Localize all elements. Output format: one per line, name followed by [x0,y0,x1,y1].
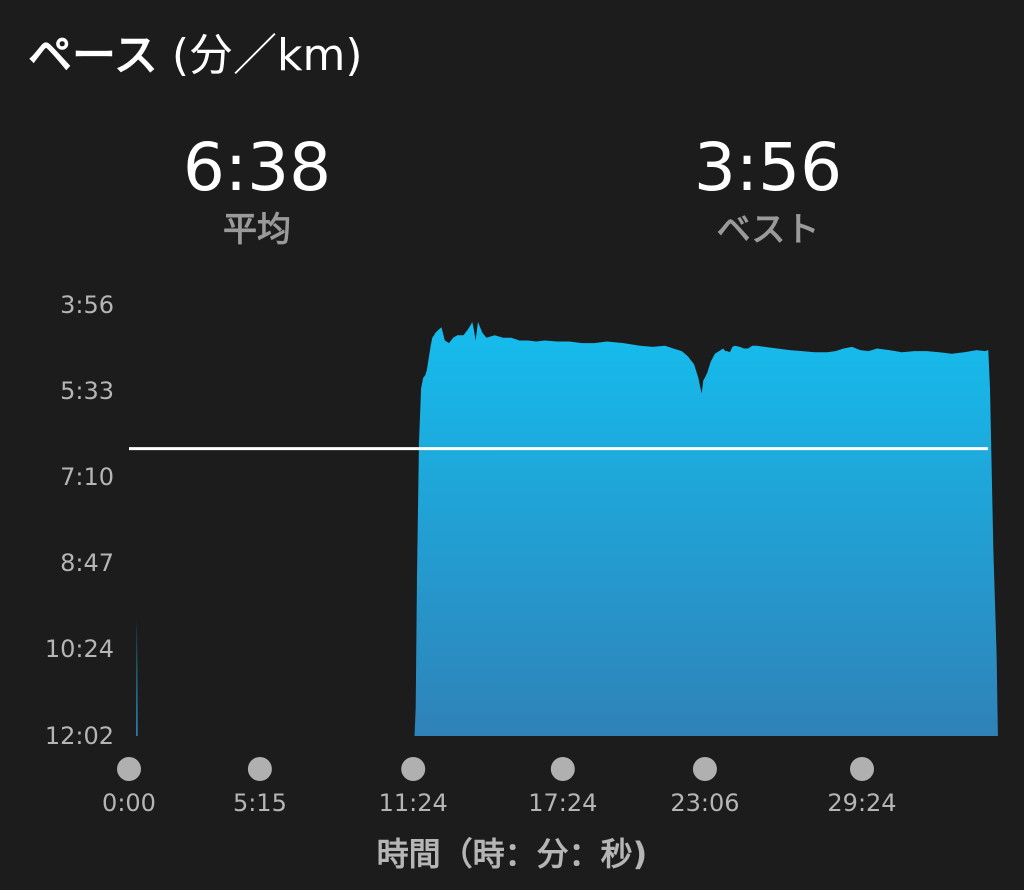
x-tick-marker [850,757,874,781]
best-pace-value: 3:56 [693,129,843,206]
series-layer [135,321,998,736]
title-unit: (分／km) [171,30,363,81]
y-axis-ticks: 3:56 5:33 7:10 8:47 10:24 12:02 [45,291,114,750]
title-text: ペース [28,30,158,81]
x-axis-ticks: 0:00 5:15 11:24 17:24 23:06 29:24 [102,757,897,817]
pace-area [135,619,139,736]
x-axis-label: 時間（時：分：秒) [376,835,648,873]
x-tick-marker [247,757,272,781]
x-tick-marker [692,757,717,781]
x-tick-label: 11:24 [379,789,448,817]
x-tick-label: 29:24 [827,789,896,817]
y-tick-label: 7:10 [60,463,114,491]
best-pace-label: ベスト [716,210,820,250]
y-tick-label: 12:02 [45,722,114,750]
x-tick-label: 23:06 [670,789,739,817]
x-tick-marker [117,757,141,781]
y-tick-label: 3:56 [60,291,114,319]
average-pace-value: 6:38 [182,129,332,206]
average-pace-label: 平均 [223,210,291,250]
x-tick-label: 0:00 [102,789,156,817]
best-pace-stat: 3:56 ベスト [618,128,918,252]
y-tick-label: 8:47 [60,549,114,577]
page-title: ペース (分／km) [28,26,363,86]
x-tick-marker [401,757,426,781]
average-pace-stat: 6:38 平均 [107,128,407,252]
x-tick-label: 5:15 [233,789,287,817]
x-tick-marker [550,757,575,781]
pace-area [414,321,998,736]
y-tick-label: 5:33 [60,377,114,405]
x-tick-label: 17:24 [528,789,597,817]
y-tick-label: 10:24 [45,635,114,663]
